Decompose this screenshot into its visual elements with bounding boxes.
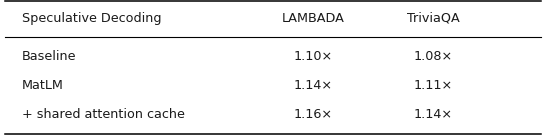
Text: LAMBADA: LAMBADA (282, 12, 345, 25)
Text: 1.14×: 1.14× (294, 79, 333, 92)
Text: Baseline: Baseline (21, 50, 76, 63)
Text: 1.08×: 1.08× (414, 50, 453, 63)
Text: Speculative Decoding: Speculative Decoding (21, 12, 161, 25)
Text: MatLM: MatLM (21, 79, 63, 92)
Text: + shared attention cache: + shared attention cache (21, 108, 185, 121)
Text: 1.16×: 1.16× (294, 108, 333, 121)
Text: TriviaQA: TriviaQA (407, 12, 460, 25)
Text: 1.14×: 1.14× (414, 108, 453, 121)
Text: 1.10×: 1.10× (294, 50, 333, 63)
Text: 1.11×: 1.11× (414, 79, 453, 92)
